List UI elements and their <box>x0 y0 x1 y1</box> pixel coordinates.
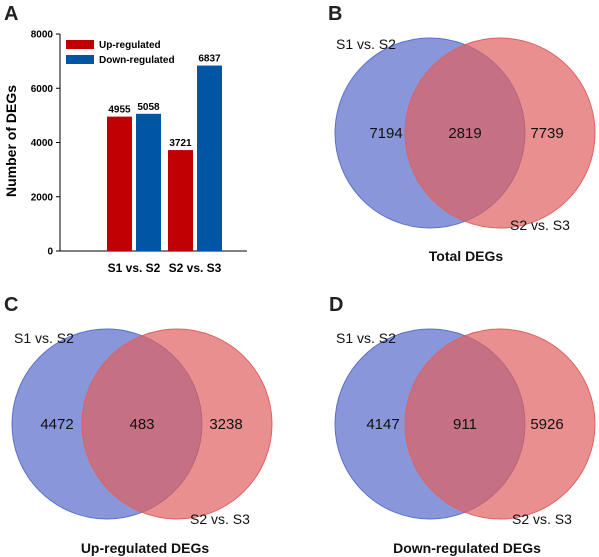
venn-c-set-b-label: S2 vs. S3 <box>190 511 250 527</box>
venn-b-title: Total DEGs <box>429 248 504 264</box>
bar-value-label: 4955 <box>108 105 131 116</box>
venn-d-title: Down-regulated DEGs <box>393 540 541 556</box>
panel-d: D S1 vs. S2 S2 vs. S3 4147 911 5926 Down… <box>329 294 596 556</box>
category-label: S1 vs. S2 <box>108 261 161 275</box>
bar-value-label: 5058 <box>137 102 160 113</box>
bar-up-2 <box>168 150 193 251</box>
bars: 4955 5058 3721 6837 <box>107 54 222 251</box>
panel-letter-b: B <box>328 3 342 25</box>
panel-c: C S1 vs. S2 S2 vs. S3 4472 483 3238 Up-r… <box>4 294 273 556</box>
legend-swatch-up <box>66 40 94 49</box>
venn-d-right-circle <box>404 328 596 520</box>
venn-b-only-b: 7739 <box>530 125 563 142</box>
panel-a: A Number of DEGs 0 2000 4000 6000 8000 4955 5… <box>3 3 247 275</box>
venn-d-set-b-label: S2 vs. S3 <box>512 511 572 527</box>
panel-letter-c: C <box>4 294 18 316</box>
venn-d-set-a-label: S1 vs. S2 <box>336 330 396 346</box>
bar-value-label: 6837 <box>198 54 221 65</box>
y-ticks: 0 2000 4000 6000 8000 <box>31 30 60 258</box>
legend-swatch-down <box>66 55 94 64</box>
venn-d-only-a: 4147 <box>366 416 399 433</box>
legend-label-up: Up-regulated <box>99 40 161 51</box>
venn-c-only-b: 3238 <box>209 416 242 433</box>
y-axis-label: Number of DEGs <box>3 85 19 197</box>
venn-c-only-a: 4472 <box>40 416 73 433</box>
legend-label-down: Down-regulated <box>99 55 175 66</box>
bar-up-1 <box>107 116 132 251</box>
y-tick-label: 2000 <box>31 192 54 203</box>
category-labels: S1 vs. S2 S2 vs. S3 <box>108 261 222 275</box>
venn-c-right-circle <box>81 328 273 520</box>
panel-b: B S1 vs. S2 S2 vs. S3 7194 2819 7739 Tot… <box>328 3 596 264</box>
legend: Up-regulated Down-regulated <box>66 40 175 66</box>
venn-c-set-a-label: S1 vs. S2 <box>14 330 74 346</box>
venn-b-right-circle <box>404 37 596 229</box>
venn-d-overlap: 911 <box>453 416 477 433</box>
y-tick-label: 4000 <box>31 138 54 149</box>
venn-c-overlap: 483 <box>129 416 154 433</box>
y-tick-label: 8000 <box>31 30 54 41</box>
bar-down-1 <box>136 113 161 251</box>
panel-letter-d: D <box>329 294 343 316</box>
venn-c-title: Up-regulated DEGs <box>81 540 210 556</box>
venn-b-set-a-label: S1 vs. S2 <box>336 36 396 52</box>
panel-letter-a: A <box>4 3 18 25</box>
bar-down-2 <box>197 65 222 251</box>
venn-b-overlap: 2819 <box>448 125 481 142</box>
venn-b-only-a: 7194 <box>369 125 402 142</box>
venn-b-set-b-label: S2 vs. S3 <box>510 217 570 233</box>
y-tick-label: 6000 <box>31 84 54 95</box>
venn-d-only-b: 5926 <box>530 416 563 433</box>
y-tick-label: 0 <box>47 247 53 258</box>
bar-value-label: 3721 <box>169 138 192 149</box>
category-label: S2 vs. S3 <box>169 261 222 275</box>
